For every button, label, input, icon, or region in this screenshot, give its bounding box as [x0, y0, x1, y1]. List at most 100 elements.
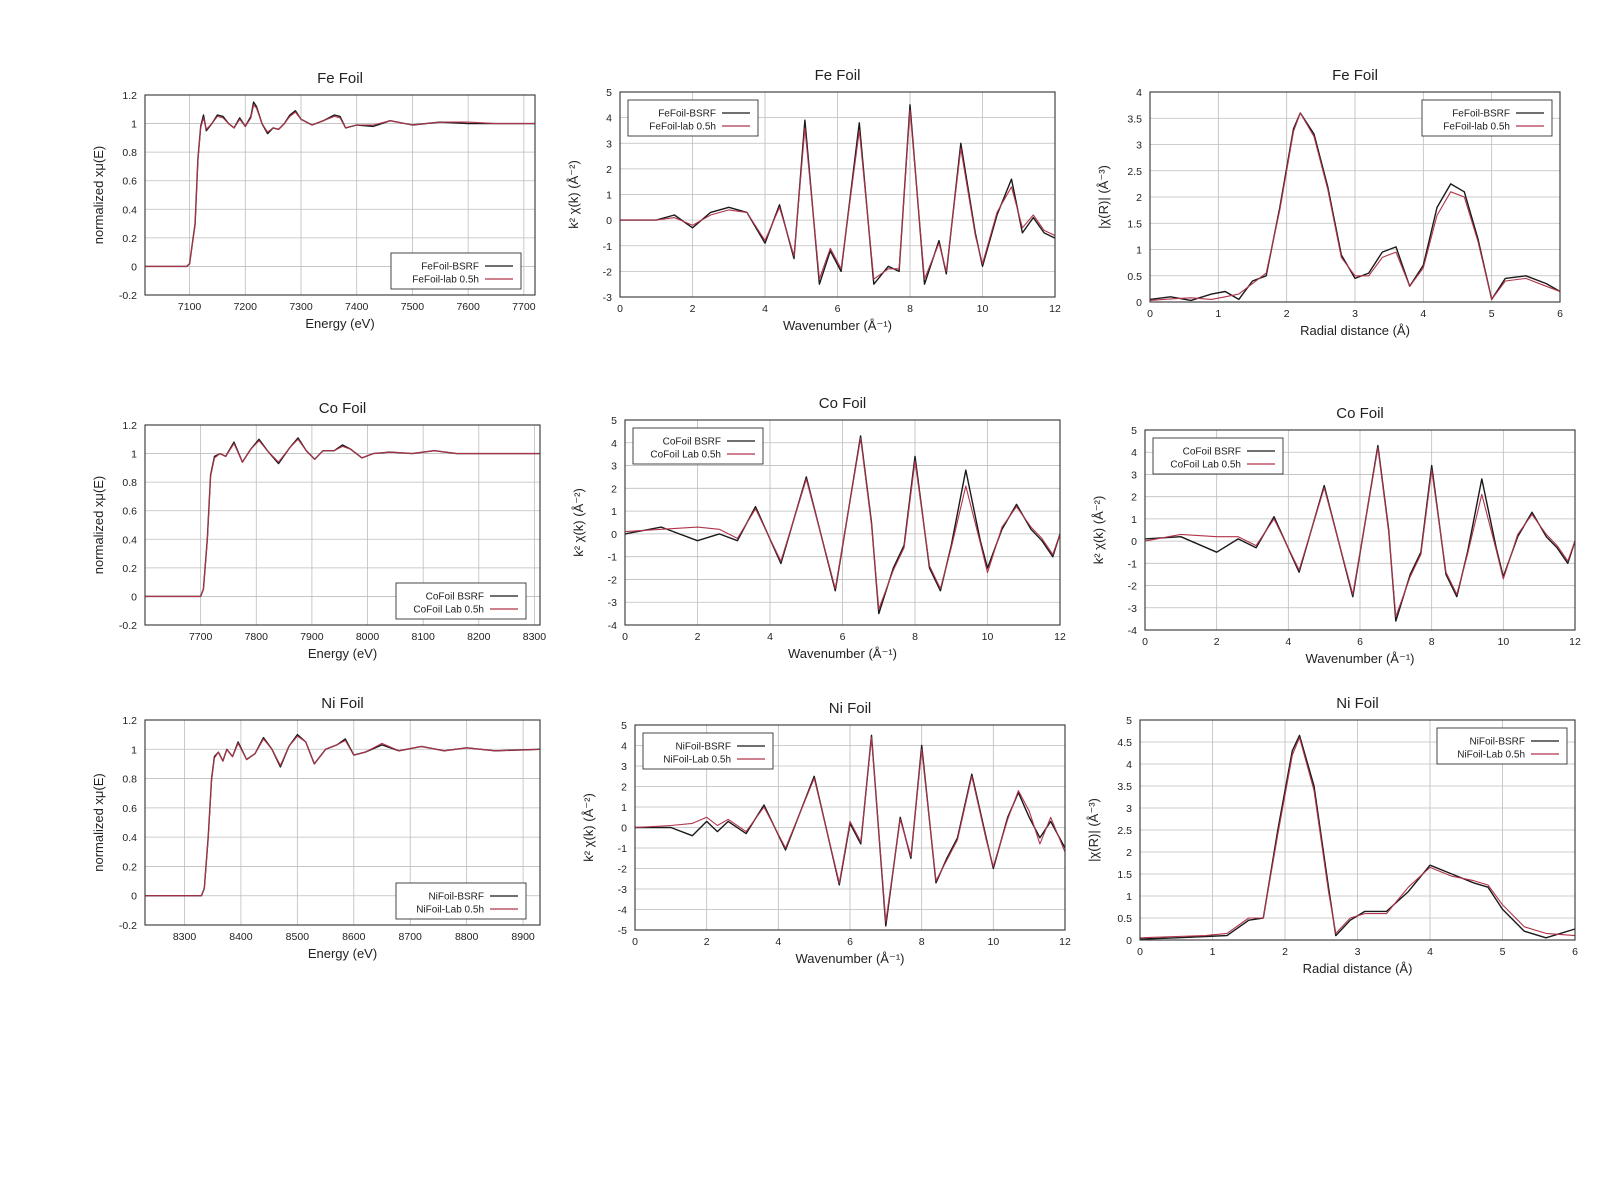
y-tick-label: 3 — [1131, 469, 1137, 481]
x-tick-label: 4 — [762, 303, 768, 315]
y-tick-label: 0.8 — [122, 774, 137, 786]
x-tick-label: 2 — [704, 936, 710, 948]
y-tick-label: 0.5 — [1127, 271, 1142, 283]
x-tick-label: 0 — [632, 936, 638, 948]
y-tick-label: 5 — [606, 87, 612, 99]
x-axis-label: Energy (eV) — [305, 316, 374, 331]
y-tick-label: 1 — [611, 506, 617, 518]
y-tick-label: -4 — [1128, 625, 1137, 637]
legend-entry-label: CoFoil BSRF — [1183, 447, 1241, 458]
y-tick-label: -2 — [608, 574, 617, 586]
x-tick-label: 4 — [1427, 946, 1433, 958]
x-tick-label: 10 — [1497, 636, 1509, 648]
legend-box — [627, 99, 759, 137]
y-tick-label: 3 — [606, 138, 612, 150]
y-axis-label: k² χ(k) (Å⁻²) — [1091, 496, 1106, 565]
x-tick-label: 12 — [1569, 636, 1581, 648]
y-tick-label: -1 — [618, 843, 627, 855]
x-tick-label: 0 — [617, 303, 623, 315]
x-tick-label: 0 — [1147, 308, 1153, 320]
x-tick-label: 8 — [919, 936, 925, 948]
y-tick-label: -4 — [618, 905, 627, 917]
y-tick-label: -5 — [618, 925, 627, 937]
x-axis-label: Wavenumber (Å⁻¹) — [783, 318, 892, 333]
y-tick-label: 0.8 — [122, 147, 137, 159]
legend-entry-label: CoFoil BSRF — [426, 592, 484, 603]
chart-title: Fe Foil — [1332, 67, 1378, 84]
y-axis-label: normalized xμ(E) — [91, 146, 106, 245]
y-tick-label: 0 — [131, 261, 137, 273]
y-axis-label: normalized xμ(E) — [91, 476, 106, 575]
x-tick-label: 7600 — [456, 301, 480, 313]
series-line-2 — [145, 735, 541, 897]
chart-title: Fe Foil — [317, 70, 363, 87]
x-tick-label: 8200 — [467, 631, 491, 643]
x-tick-label: 8 — [907, 303, 913, 315]
y-tick-label: -0.2 — [119, 620, 137, 632]
legend-entry-label: CoFoil BSRF — [663, 437, 721, 448]
x-axis-label: Energy (eV) — [308, 946, 377, 961]
x-tick-label: 6 — [835, 303, 841, 315]
y-tick-label: 1.5 — [1127, 218, 1142, 230]
x-axis-label: Radial distance (Å) — [1303, 961, 1413, 976]
x-tick-label: 8 — [912, 631, 918, 643]
y-tick-label: -3 — [618, 884, 627, 896]
x-tick-label: 2 — [1214, 636, 1220, 648]
x-tick-label: 6 — [847, 936, 853, 948]
y-tick-label: 1 — [1126, 891, 1132, 903]
y-tick-label: 2 — [1136, 192, 1142, 204]
y-tick-label: -1 — [1128, 558, 1137, 570]
legend-box — [642, 732, 774, 770]
x-tick-label: 1 — [1215, 308, 1221, 320]
y-tick-label: -1 — [608, 552, 617, 564]
x-tick-label: 8400 — [229, 931, 253, 943]
legend-box — [395, 582, 527, 620]
series-line-2 — [1149, 112, 1561, 301]
x-tick-label: 10 — [977, 303, 989, 315]
legend-entry-label: FeFoil-BSRF — [658, 109, 716, 120]
y-tick-label: 2 — [1131, 492, 1137, 504]
y-tick-label: -3 — [603, 292, 612, 304]
y-tick-label: 4.5 — [1117, 737, 1132, 749]
x-tick-label: 2 — [1284, 308, 1290, 320]
y-axis-label: |χ(R)| (Å⁻³) — [1096, 165, 1111, 229]
x-tick-label: 4 — [1420, 308, 1426, 320]
y-axis-label: k² χ(k) (Å⁻²) — [566, 160, 581, 229]
x-tick-label: 1 — [1210, 946, 1216, 958]
y-tick-label: 4 — [606, 113, 612, 125]
legend-box — [1421, 99, 1553, 137]
y-tick-label: 0 — [621, 823, 627, 835]
y-tick-label: 0.8 — [122, 477, 137, 489]
chart-title: Co Foil — [319, 400, 367, 417]
x-tick-label: 2 — [695, 631, 701, 643]
legend-entry-label: CoFoil Lab 0.5h — [650, 450, 721, 461]
legend: FeFoil-BSRF FeFoil-lab 0.5h — [627, 99, 759, 137]
y-tick-label: -2 — [618, 864, 627, 876]
legend-entry-label: CoFoil Lab 0.5h — [1170, 460, 1241, 471]
y-axis-label: k² χ(k) (Å⁻²) — [571, 488, 586, 557]
y-tick-label: 3 — [1136, 140, 1142, 152]
y-tick-label: 0.6 — [122, 176, 137, 188]
plot-frame — [1144, 429, 1576, 631]
y-tick-label: 0.6 — [122, 506, 137, 518]
x-tick-label: 0 — [1137, 946, 1143, 958]
y-tick-label: 0 — [606, 215, 612, 227]
series-line-2 — [145, 104, 535, 267]
x-tick-label: 6 — [1557, 308, 1563, 320]
y-tick-label: 3 — [621, 761, 627, 773]
y-axis-label: normalized xμ(E) — [91, 773, 106, 872]
x-tick-label: 7700 — [512, 301, 536, 313]
legend: FeFoil-BSRF FeFoil-lab 0.5h — [390, 252, 522, 290]
y-tick-label: 5 — [1131, 425, 1137, 437]
y-tick-label: 3 — [611, 461, 617, 473]
legend: NiFoil-BSRF NiFoil-Lab 0.5h — [642, 732, 774, 770]
chart-title: Co Foil — [1336, 405, 1384, 422]
y-tick-label: 4 — [621, 741, 627, 753]
y-tick-label: 1.5 — [1117, 869, 1132, 881]
x-tick-label: 6 — [1357, 636, 1363, 648]
chart-panel-9: Ni Foil 0 1 2 3 4 5 6 0 0.5 1 1.5 2 2.5 3 3.5 4 4.5 5 Radia… — [1086, 695, 1578, 976]
legend-box — [395, 882, 527, 920]
legend-entry-label: NiFoil-Lab 0.5h — [1457, 750, 1525, 761]
x-tick-label: 8700 — [399, 931, 423, 943]
